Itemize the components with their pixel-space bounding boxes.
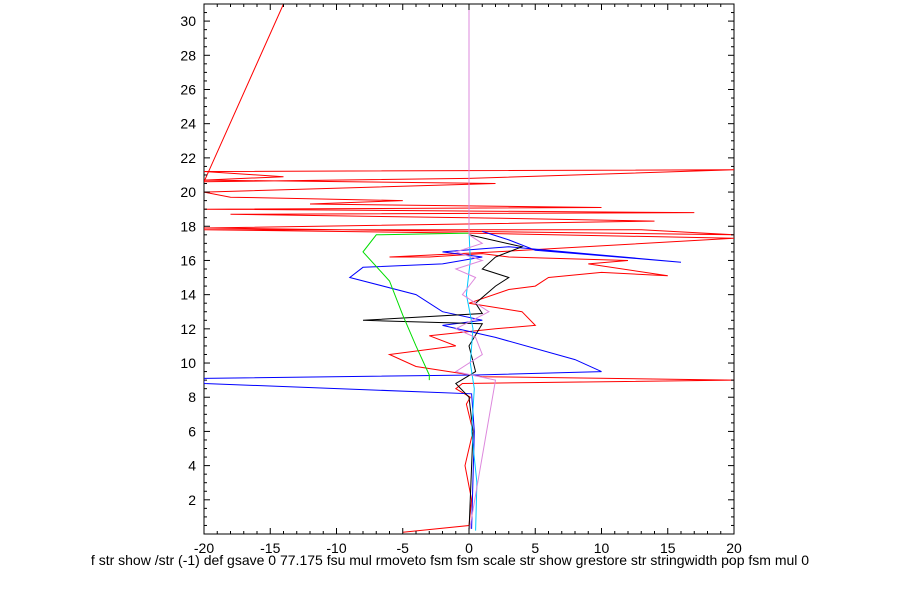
y-tick-label: 16 (180, 252, 196, 268)
series-line-4 (362, 232, 470, 381)
y-tick-label: 10 (180, 355, 196, 371)
x-tick-label: 0 (465, 540, 473, 556)
x-tick-label: -5 (397, 540, 410, 556)
y-tick-label: 22 (180, 150, 196, 166)
x-tick-label: 15 (660, 540, 676, 556)
y-tick-label: 20 (180, 184, 196, 200)
y-tick-label: 28 (180, 47, 196, 63)
x-tick-label: -20 (194, 540, 214, 556)
x-tick-label: -15 (260, 540, 280, 556)
series-line-6 (454, 4, 497, 529)
y-tick-label: 26 (180, 81, 196, 97)
y-tick-label: 24 (180, 116, 196, 132)
x-tick-label: 5 (531, 540, 539, 556)
x-tick-label: -10 (326, 540, 346, 556)
axes-layer: -20 -15 -10 -5 0 5 10 15 20246810121416182022242… (180, 3, 742, 556)
y-tick-label: 2 (188, 492, 196, 508)
caption-text: f str show /str (-1) def gsave 0 77.175 … (90, 552, 810, 568)
y-tick-label: 30 (180, 13, 196, 29)
y-tick-label: 6 (188, 423, 196, 439)
series-line-1 (204, 4, 734, 533)
series-line-5 (465, 231, 478, 531)
series-line-2 (204, 230, 682, 529)
y-tick-label: 4 (188, 458, 196, 474)
series-line-3 (362, 234, 524, 531)
y-tick-label: 14 (180, 287, 196, 303)
y-tick-label: 18 (180, 218, 196, 234)
series-layer (204, 4, 734, 533)
y-tick-label: 12 (180, 321, 196, 337)
y-tick-label: 8 (188, 389, 196, 405)
x-tick-label: 10 (594, 540, 610, 556)
x-tick-label: 20 (726, 540, 742, 556)
